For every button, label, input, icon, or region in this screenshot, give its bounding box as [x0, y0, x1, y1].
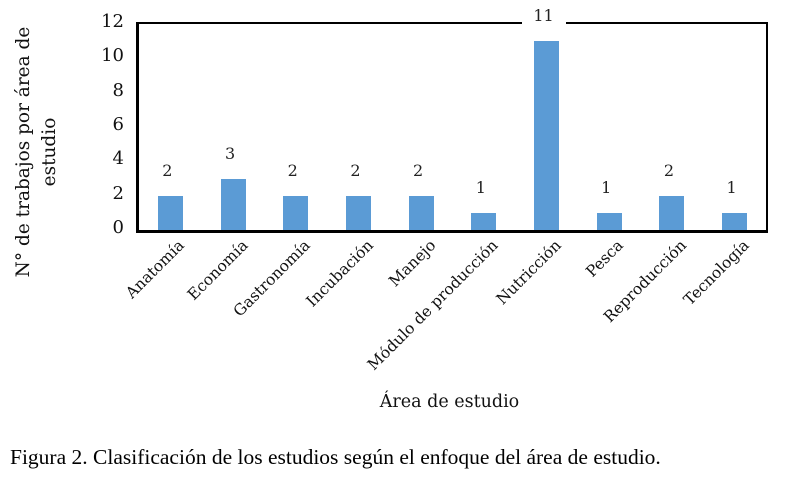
bar-value-label: 1 [584, 178, 629, 197]
y-axis-title-line2: estudio [39, 117, 60, 187]
y-tick-label: 4 [112, 148, 124, 170]
bar-Módulo de producción [471, 212, 497, 230]
bar-Pesca [596, 212, 622, 230]
bar-Anatomía [157, 195, 183, 230]
y-tick-label: 0 [112, 217, 124, 238]
x-tick-label: Manejo [385, 236, 440, 291]
x-axis-title: Área de estudio [379, 392, 520, 412]
bar-Economía [220, 178, 246, 230]
bar-Tecnología [722, 212, 748, 230]
bar-value-label: 2 [145, 161, 190, 180]
x-tick-label: Incubación [302, 236, 377, 311]
bar-Manejo [408, 195, 434, 230]
bar-Incubación [345, 195, 371, 230]
bar-Reproducción [659, 195, 685, 230]
bar-value-label: 1 [709, 178, 754, 197]
plot-area [136, 22, 768, 233]
y-axis-title: N° de trabajos por área de estudio [11, 0, 63, 317]
y-tick-label: 12 [101, 11, 124, 32]
bar-chart: N° de trabajos por área de estudio Área … [11, 0, 768, 412]
y-tick-label: 6 [112, 114, 124, 135]
y-tick-label: 8 [112, 79, 124, 101]
bar-Nutricción [534, 41, 560, 230]
bar-value-label: 2 [646, 161, 691, 180]
bar-value-label: 11 [521, 7, 566, 26]
x-tick-label: Anatomía [122, 236, 189, 302]
x-tick-label: Economía [183, 236, 252, 304]
bar-value-label: 1 [458, 178, 503, 197]
bar-value-label: 2 [333, 161, 378, 180]
figure-caption: Figura 2. Clasificación de los estudios … [10, 445, 661, 469]
bar-value-label: 2 [396, 161, 441, 180]
x-tick-label: Módulo de producción [364, 236, 502, 374]
y-tick-label: 10 [101, 45, 124, 67]
x-tick-label: Pesca [582, 236, 628, 281]
y-axis-title-line1: N° de trabajos por área de [13, 26, 34, 278]
bar-Gastronomía [283, 195, 309, 230]
y-tick-label: 2 [112, 182, 124, 204]
bar-value-label: 3 [208, 144, 253, 163]
bar-value-label: 2 [270, 161, 315, 180]
x-tick-label: Tecnología [680, 236, 753, 309]
x-tick-label: Nutricción [492, 236, 565, 309]
